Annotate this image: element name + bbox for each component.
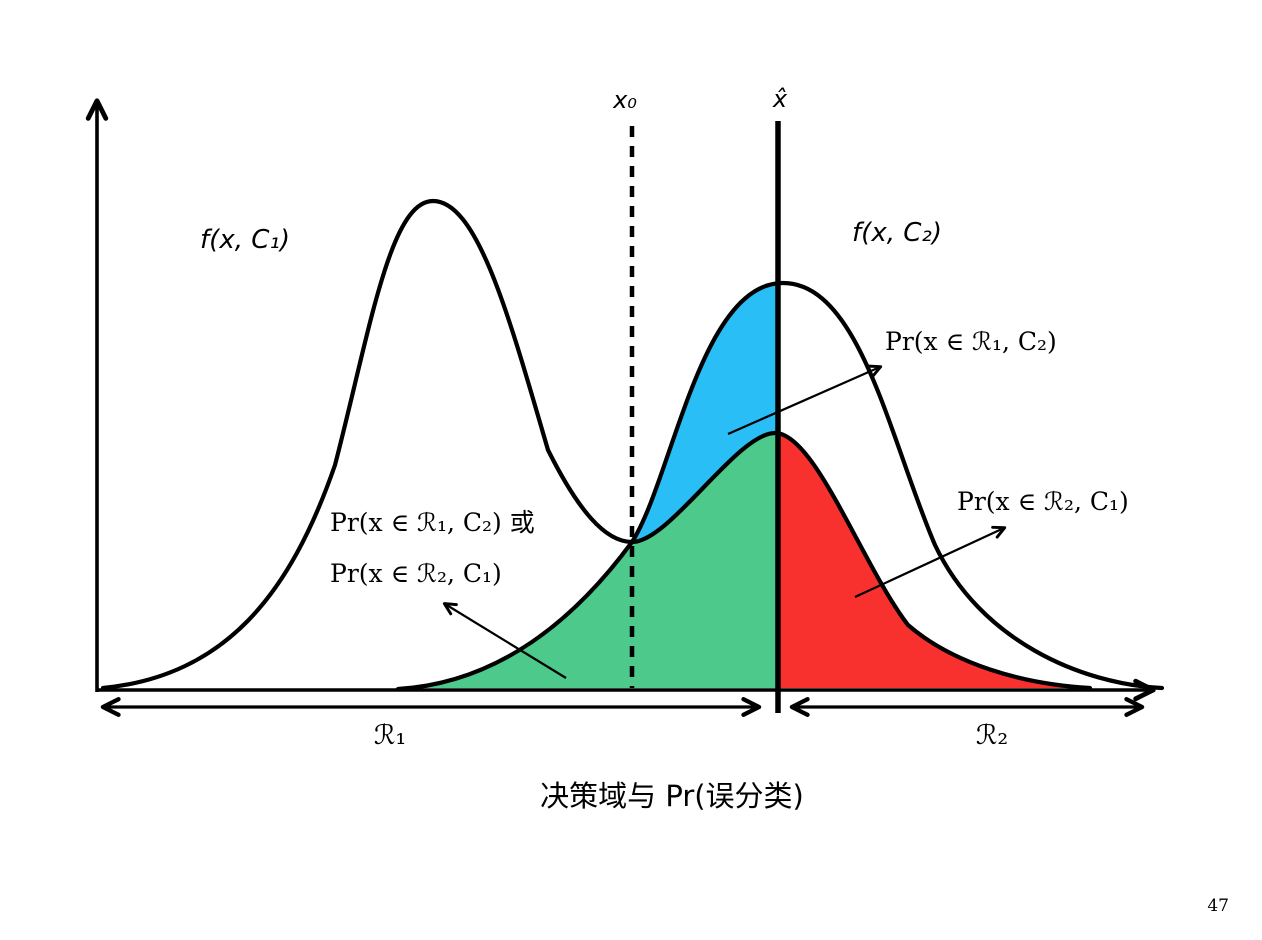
region-blue-extra-error [632, 283, 778, 542]
pr-green-label-line1: Pr(x ∈ ℛ₁, C₂) 或 [330, 508, 535, 537]
figure-caption: 决策域与 Pr(误分类) [540, 779, 804, 813]
pr-r1c2-label: Pr(x ∈ ℛ₁, C₂) [885, 327, 1057, 356]
page-number: 47 [1207, 896, 1229, 916]
region-green-min-error [398, 433, 778, 688]
x0-label: x₀ [612, 86, 637, 114]
region-red-error [778, 433, 1090, 688]
f2-curve-label: f(x, C₂) [852, 218, 942, 248]
r2-region-label: ℛ₂ [976, 720, 1008, 751]
arrow-to-blue-region-label [727, 364, 883, 436]
arrow-to-green-region-label [442, 602, 567, 679]
pr-r2c1-label: Pr(x ∈ ℛ₂, C₁) [957, 487, 1129, 516]
f1-curve-label: f(x, C₁) [200, 225, 290, 255]
pr-green-label-line2: Pr(x ∈ ℛ₂, C₁) [330, 559, 502, 588]
arrow-to-red-region-label [854, 525, 1007, 598]
xhat-label: x̂ [772, 85, 788, 113]
r1-region-label: ℛ₁ [374, 720, 406, 751]
curve-f2-class2-density [395, 280, 1165, 692]
curve-f1-class1-density [100, 198, 1093, 691]
